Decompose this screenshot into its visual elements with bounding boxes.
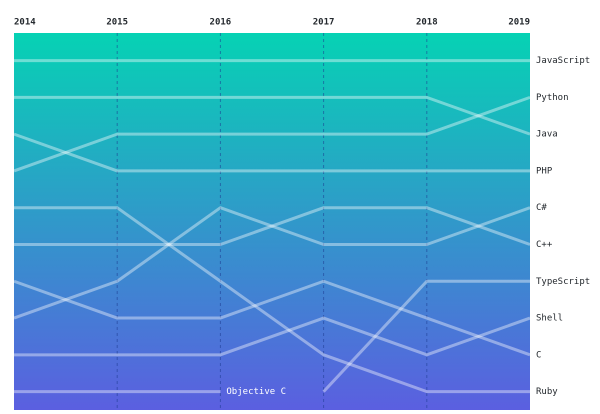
series-label: Objective C [226,387,286,397]
rank-line [14,206,530,394]
series-label: C [536,350,541,360]
x-tick-label: 2018 [416,18,438,28]
series-label: JavaScript [536,56,590,66]
x-tick-label: 2017 [313,18,335,28]
rank-line [322,279,530,393]
x-tick-label: 2019 [508,18,530,28]
x-tick-label: 2014 [14,18,36,28]
series-label: Python [536,93,569,103]
plot-background [14,33,530,410]
series-label: Shell [536,314,563,324]
rank-line [13,132,530,173]
rank-line [13,206,531,320]
series-label: Java [536,130,558,140]
rank-line [14,95,531,136]
series-label: C# [536,203,547,213]
series-label: C++ [536,240,553,250]
series-label: Ruby [536,387,558,397]
series-label: PHP [536,166,553,176]
x-tick-label: 2016 [210,18,232,28]
rank-line [13,95,531,173]
rank-line [13,279,531,357]
rank-line [14,316,531,357]
x-tick-label: 2015 [106,18,128,28]
series-label: TypeScript [536,277,590,287]
rank-line [14,206,531,246]
